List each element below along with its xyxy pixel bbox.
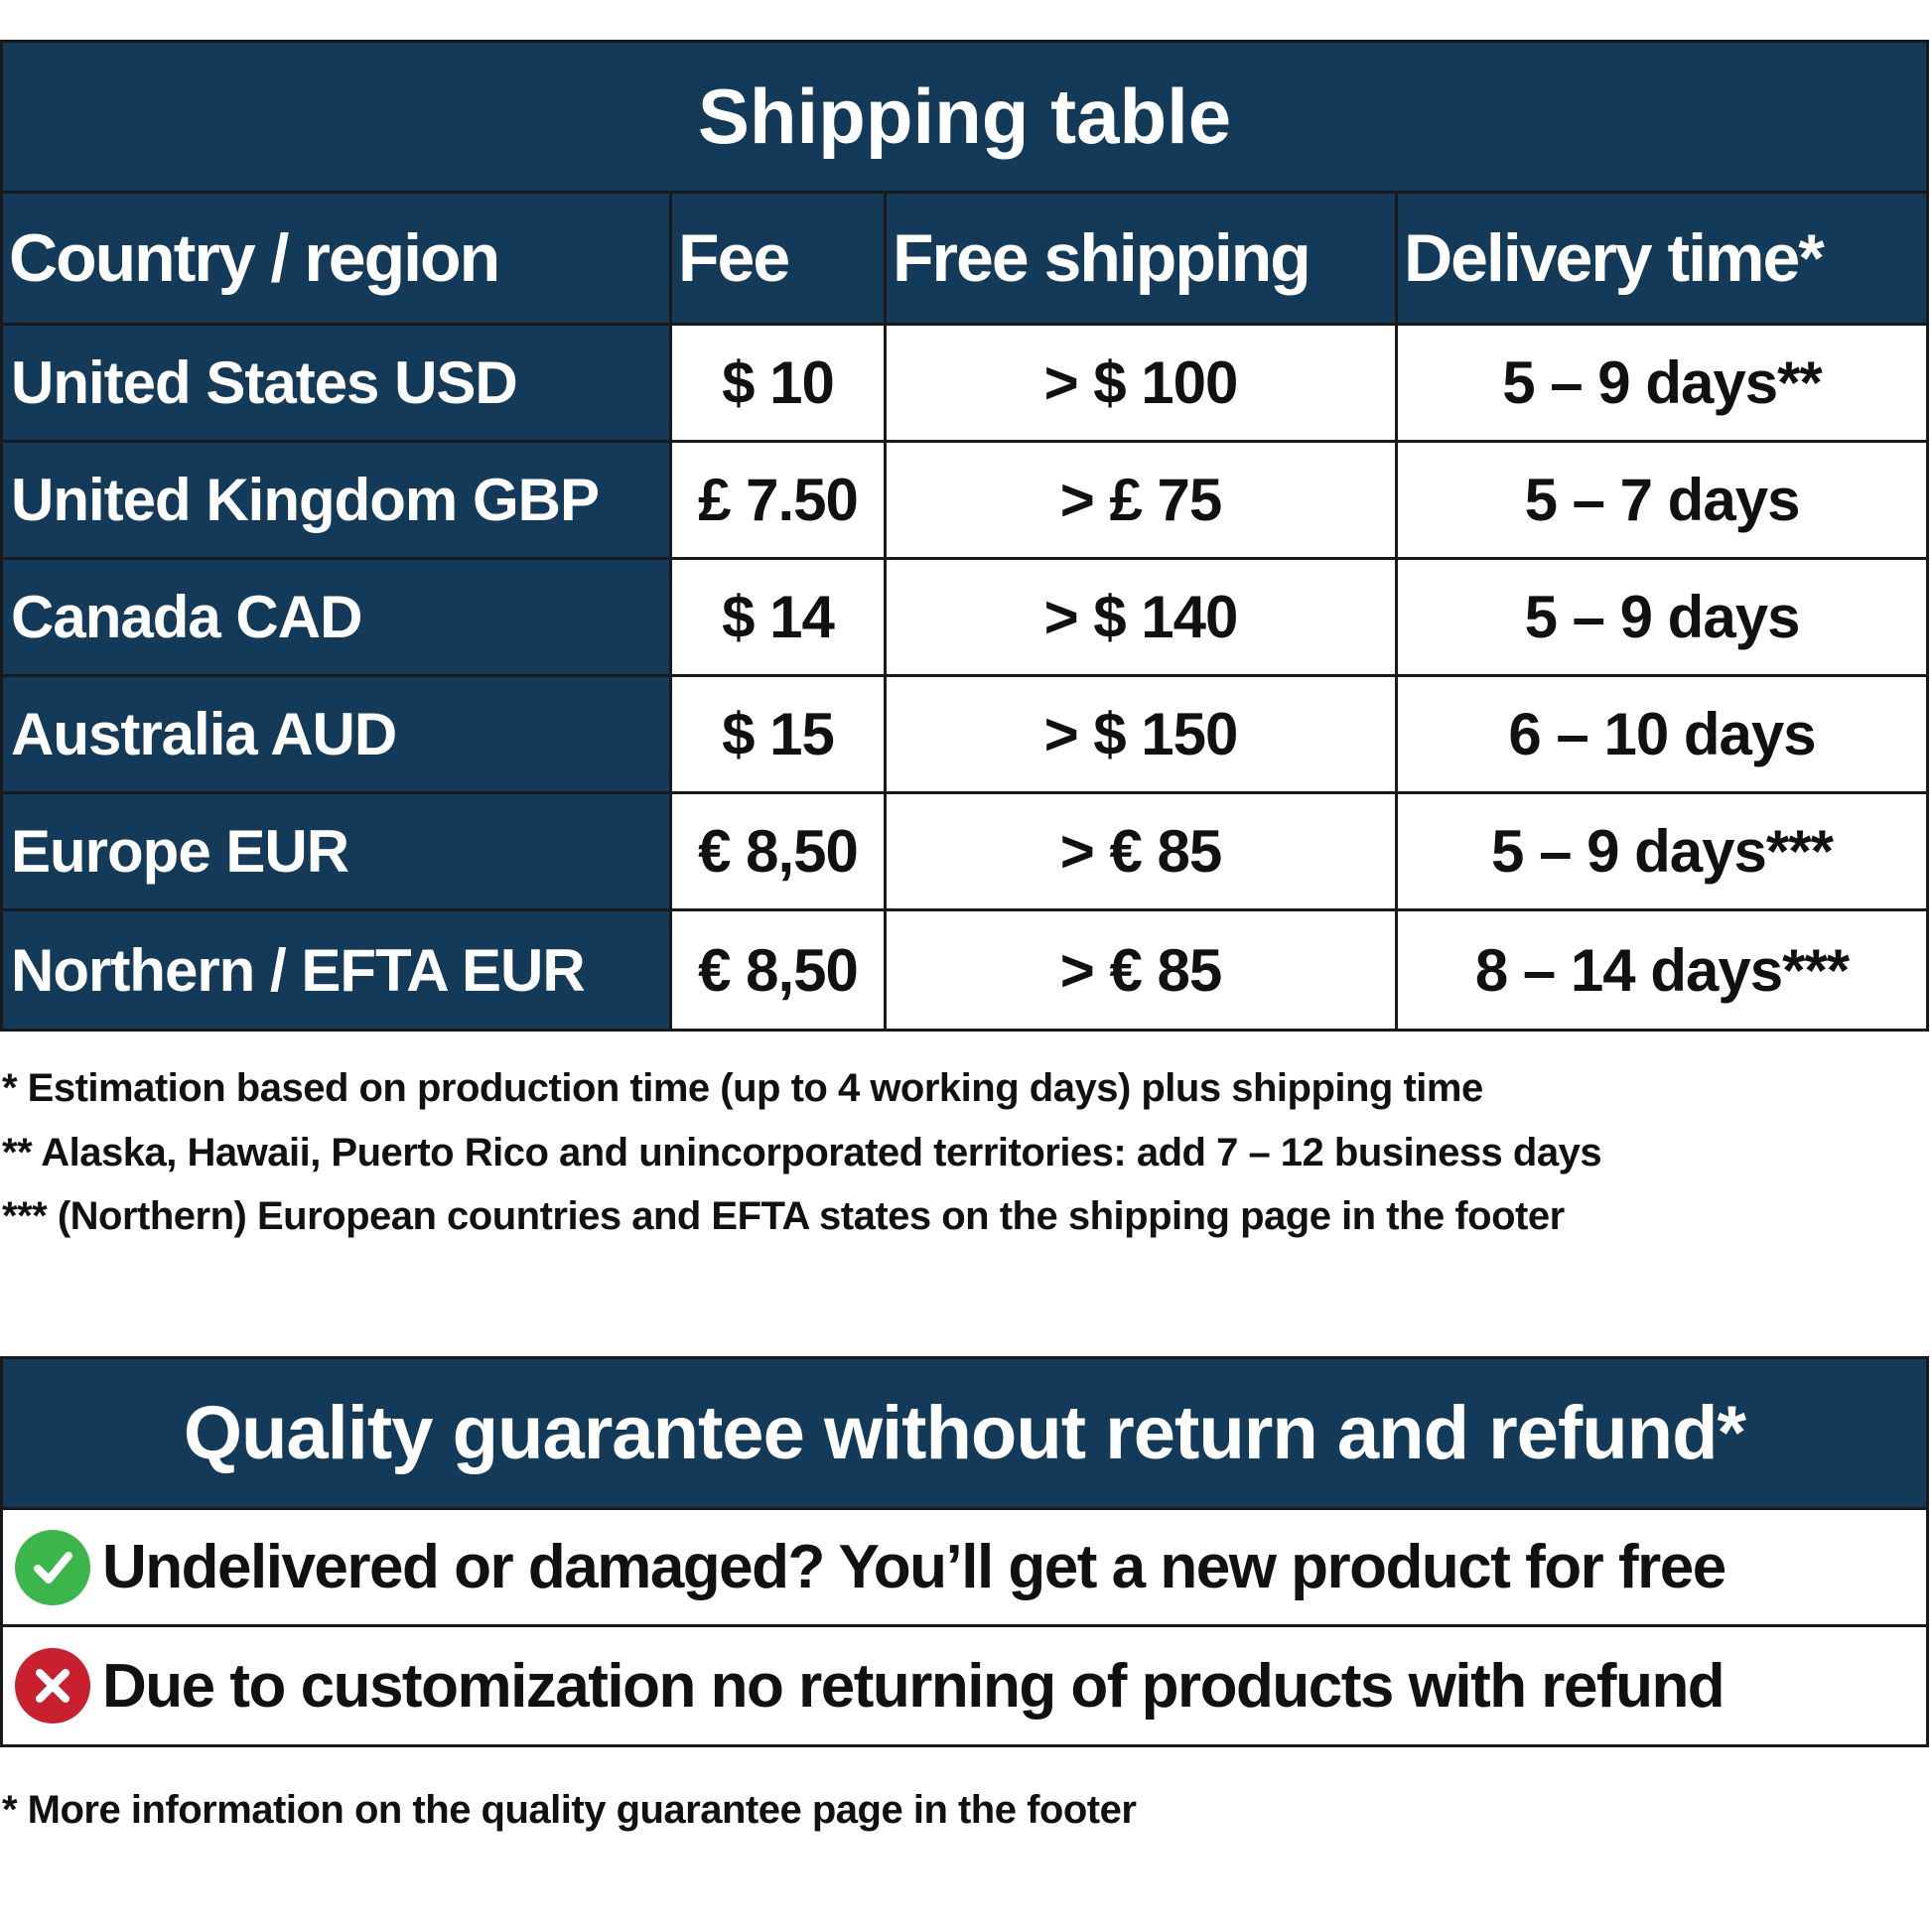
cell-free-shipping: > $ 100 [887, 326, 1398, 440]
cell-fee: $ 14 [672, 560, 887, 674]
table-row: United Kingdom GBP £ 7.50 > £ 75 5 – 7 days [3, 443, 1926, 560]
cell-delivery-time: 5 – 9 days** [1398, 326, 1926, 440]
footnote-1: * Estimation based on production time (u… [2, 1066, 1483, 1110]
table-header-row: Country / region Fee Free shipping Deliv… [3, 194, 1926, 326]
table-row: Canada CAD $ 14 > $ 140 5 – 9 days [3, 560, 1926, 677]
quality-item-no-returns: Due to customization no returning of pro… [3, 1627, 1926, 1744]
cell-delivery-time: 8 – 14 days*** [1398, 911, 1926, 1029]
quality-item-text: Undelivered or damaged? You’ll get a new… [102, 1533, 1726, 1601]
cell-free-shipping: > € 85 [887, 911, 1398, 1029]
table-row: Australia AUD $ 15 > $ 150 6 – 10 days [3, 677, 1926, 794]
header-delivery-time: Delivery time* [1404, 220, 1825, 296]
cell-delivery-time: 5 – 9 days*** [1398, 794, 1926, 908]
table-row: United States USD $ 10 > $ 100 5 – 9 days** [3, 326, 1926, 443]
cell-country: United Kingdom GBP [3, 443, 672, 557]
check-circle-icon [15, 1529, 90, 1605]
cell-free-shipping: > $ 140 [887, 560, 1398, 674]
footnote-3: *** (Northern) European countries and EF… [2, 1194, 1565, 1238]
cell-fee: $ 15 [672, 677, 887, 791]
table-row: Northern / EFTA EUR € 8,50 > € 85 8 – 14 da… [3, 911, 1926, 1029]
cell-delivery-time: 6 – 10 days [1398, 677, 1926, 791]
shipping-table: Shipping table Country / region Fee Free… [0, 40, 1929, 1032]
quality-footnote: * More information on the quality guaran… [2, 1788, 1137, 1832]
cell-fee: $ 10 [672, 326, 887, 440]
cell-free-shipping: > € 85 [887, 794, 1398, 908]
footnote-2: ** Alaska, Hawaii, Puerto Rico and uninc… [2, 1131, 1602, 1174]
cell-fee: € 8,50 [672, 794, 887, 908]
cell-country: Canada CAD [3, 560, 672, 674]
cell-free-shipping: > £ 75 [887, 443, 1398, 557]
cell-delivery-time: 5 – 9 days [1398, 560, 1926, 674]
x-circle-icon [15, 1648, 90, 1724]
cell-delivery-time: 5 – 7 days [1398, 443, 1926, 557]
shipping-table-title: Shipping table [3, 43, 1926, 194]
cell-free-shipping: > $ 150 [887, 677, 1398, 791]
quality-title: Quality guarantee without return and ref… [3, 1359, 1926, 1510]
quality-item-free-replacement: Undelivered or damaged? You’ll get a new… [3, 1510, 1926, 1627]
quality-guarantee-box: Quality guarantee without return and ref… [0, 1356, 1929, 1747]
header-fee: Fee [672, 194, 887, 323]
cell-country: Australia AUD [3, 677, 672, 791]
cell-country: Europe EUR [3, 794, 672, 908]
cell-country: United States USD [3, 326, 672, 440]
cell-fee: £ 7.50 [672, 443, 887, 557]
header-free-shipping: Free shipping [887, 194, 1398, 323]
cell-fee: € 8,50 [672, 911, 887, 1029]
header-country: Country / region [3, 194, 672, 323]
cell-country: Northern / EFTA EUR [3, 911, 672, 1029]
table-row: Europe EUR € 8,50 > € 85 5 – 9 days*** [3, 794, 1926, 911]
quality-item-text: Due to customization no returning of pro… [102, 1651, 1725, 1721]
